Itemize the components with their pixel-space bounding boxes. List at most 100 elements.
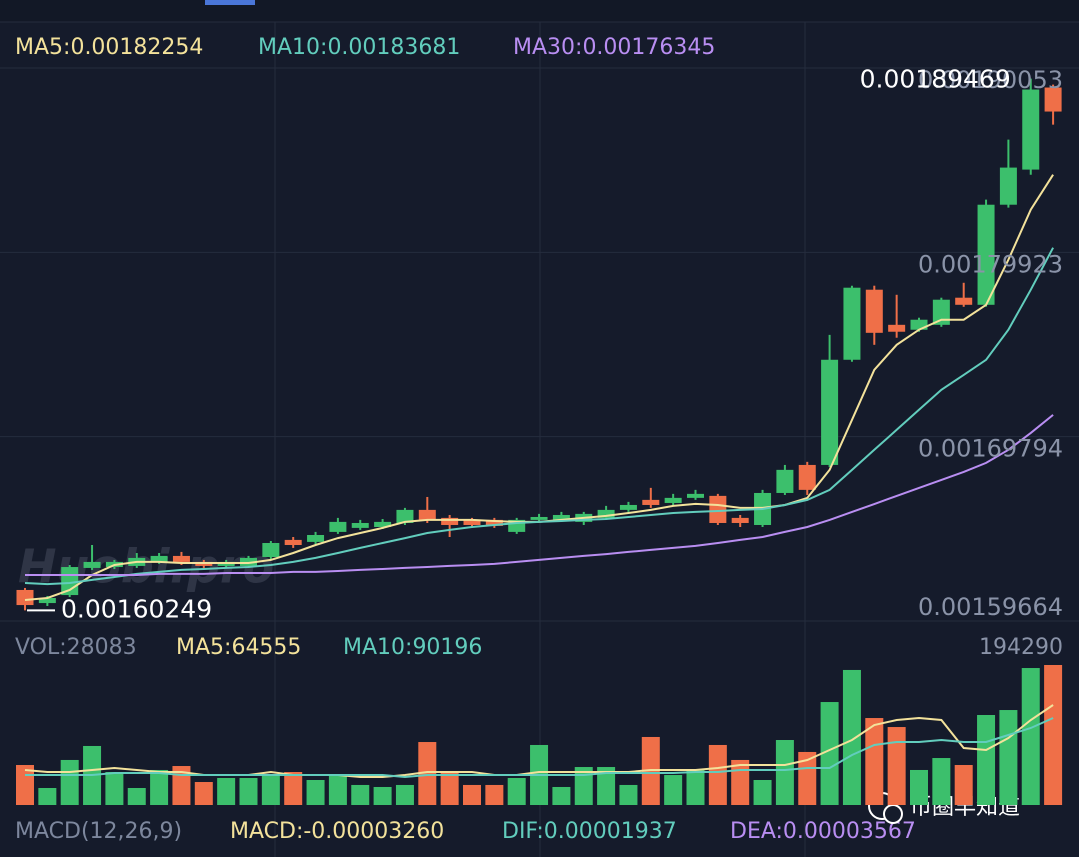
volume-bar (418, 742, 437, 805)
volume-bar (932, 758, 951, 805)
candle-body (396, 509, 414, 523)
macd-label: MACD(12,26,9) (15, 819, 182, 844)
candle-body (1044, 87, 1062, 112)
watermark: Huobi.pro (18, 540, 274, 594)
legend-entry: MA30:0.00176345 (513, 35, 715, 60)
candle-body (150, 555, 168, 562)
y-tick-label: 194290 (979, 635, 1063, 660)
candle-body (374, 521, 392, 527)
candle-body (664, 497, 682, 503)
tab-bar (0, 0, 1079, 22)
candle-body (932, 299, 950, 325)
badge-icon (883, 804, 903, 824)
candle-body (441, 517, 459, 525)
y-tick-label: 0.00190053 (918, 66, 1063, 94)
min-label: 0.00160249 (61, 594, 212, 623)
candle-body (865, 289, 883, 333)
volume-bar (820, 702, 839, 805)
tab-indicator (205, 0, 255, 5)
volume-bar (597, 767, 616, 805)
volume-bar (217, 777, 236, 805)
volume-bar (842, 669, 861, 805)
candle-body (530, 516, 548, 520)
volume-bar (239, 777, 258, 805)
volume-bar (395, 784, 414, 805)
volume-bar (999, 710, 1018, 805)
volume-bar (753, 779, 772, 805)
volume-bar (887, 727, 906, 805)
candle-body (485, 519, 503, 526)
volume-bar (60, 759, 79, 805)
y-tick-label: 0.00159664 (918, 593, 1063, 621)
volume-bar (1021, 668, 1040, 805)
candle-body (731, 517, 749, 523)
volume-bar (686, 769, 705, 805)
candle-body (351, 522, 369, 528)
volume-bar (463, 784, 481, 805)
candle-body (798, 464, 816, 490)
candle-body (888, 324, 906, 332)
volume-bar (351, 784, 370, 805)
volume-bar (507, 777, 526, 805)
candle-body (552, 514, 570, 520)
ma-line (24, 247, 1054, 586)
candle-body (83, 561, 101, 568)
legend-entry: MA5:0.00182254 (15, 35, 203, 60)
candle-body (910, 319, 928, 330)
candle-body (709, 495, 727, 523)
volume-bar (38, 787, 57, 805)
macd-label: DEA:0.00003567 (730, 819, 916, 844)
volume-bar (261, 775, 280, 805)
candle-body (955, 297, 973, 305)
candle-body (687, 493, 704, 498)
volume-bar (775, 740, 794, 805)
candle-body (172, 555, 190, 562)
volume-bar (194, 782, 213, 805)
macd-header: MACD(12,26,9) MACD:-0.00003260 DIF:0.00001… (15, 819, 916, 844)
volume-bar (910, 769, 928, 805)
candle-body (977, 204, 995, 305)
volume-bar (1044, 665, 1063, 805)
volume-bar (485, 784, 504, 805)
volume-bar (552, 786, 571, 805)
candle-body (240, 557, 257, 566)
candle-body (38, 597, 56, 604)
volume-bar (664, 775, 683, 805)
volume-bar (708, 744, 727, 805)
candle-body (463, 519, 481, 525)
candle-body (329, 521, 347, 532)
volume-legend: VOL:28083 (15, 635, 137, 660)
candle-body (999, 167, 1017, 205)
volume-bar (127, 787, 146, 805)
legend-entry: MA5:64555 (176, 635, 301, 660)
volume-bar (798, 751, 817, 805)
candle-body (619, 504, 637, 510)
volume-bar (574, 767, 593, 805)
candle-body (284, 539, 302, 546)
candle-body (1022, 89, 1040, 170)
volume-bar (440, 771, 459, 805)
candle-body (776, 469, 794, 493)
ma-line (25, 414, 1054, 576)
ma-line (25, 717, 1054, 779)
candle-body (843, 287, 861, 360)
volume-bar (977, 715, 996, 805)
volume-bar (373, 786, 392, 805)
volume-bar (954, 765, 973, 805)
volume-bar (306, 779, 325, 805)
y-tick-label: 0.00179923 (918, 250, 1063, 278)
legend-entry: MA10:0.00183681 (258, 35, 460, 60)
candle-body (418, 509, 436, 520)
candle-body (16, 589, 34, 606)
max-label: 0.00189469 (860, 65, 1011, 94)
candle-body (597, 509, 615, 518)
volume-bar (865, 718, 884, 805)
macd-label: MACD:-0.00003260 (230, 819, 444, 844)
candle-body (642, 499, 660, 505)
y-tick-label: 0.00169794 (918, 435, 1063, 463)
candle-body (262, 543, 280, 558)
candle-body (307, 534, 325, 542)
volume-bar (105, 771, 124, 805)
